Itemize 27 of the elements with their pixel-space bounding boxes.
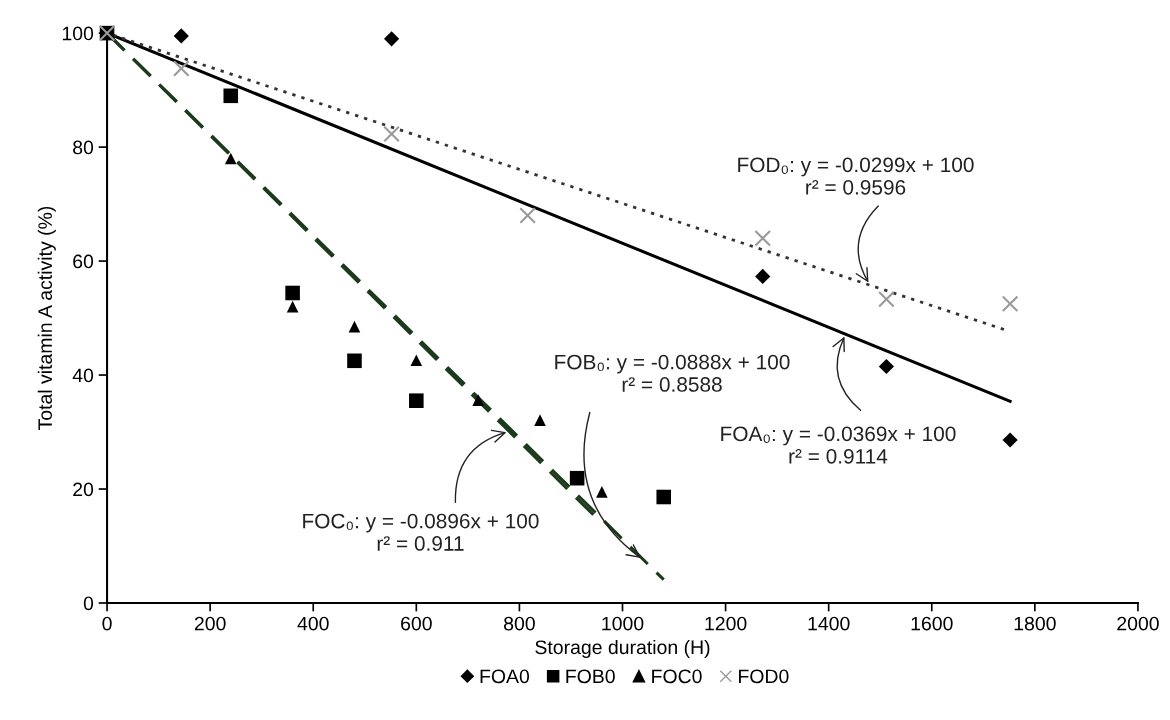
x-tick-label: 1200 [705, 616, 747, 631]
x-tick-label: 1800 [1014, 616, 1056, 631]
annotation: FOA₀: y = -0.0369x + 100 r² = 0.9114 [721, 426, 956, 464]
x-tick-label: 200 [194, 616, 226, 631]
y-tick-label: 20 [73, 482, 94, 497]
x-tick-label: 1400 [808, 616, 850, 631]
x-tick-label: 400 [297, 616, 329, 631]
annotation: FOB₀: y = -0.0888x + 100 r² = 0.8588 [555, 354, 790, 392]
x-tick-label: 1600 [911, 616, 953, 631]
y-tick-label: 60 [73, 254, 94, 269]
x-tick-label: 1000 [602, 616, 644, 631]
y-tick-label: 40 [72, 368, 94, 383]
legend-label: FOB0 [566, 669, 615, 684]
x-tick-label: 2000 [1117, 616, 1159, 631]
legend-label: FOC0 [652, 669, 702, 684]
annotation: FOD₀: y = -0.0299x + 100 r² = 0.9596 [738, 157, 974, 195]
y-axis-title: Total vitamin A activity (%) [37, 206, 56, 430]
y-tick-label: 80 [73, 140, 94, 155]
y-tick-label: 100 [62, 26, 94, 41]
legend-label: FOA0 [480, 669, 530, 684]
x-tick-label: 600 [401, 616, 432, 631]
x-tick-label: 0 [102, 616, 112, 631]
y-tick-label: 0 [83, 596, 94, 611]
x-axis-title: Storage duration (H) [535, 639, 710, 658]
annotation: FOC₀: y = -0.0896x + 100 r² = 0.911 [303, 513, 539, 551]
x-tick-label: 800 [504, 616, 535, 631]
legend-label: FOD0 [739, 669, 789, 684]
